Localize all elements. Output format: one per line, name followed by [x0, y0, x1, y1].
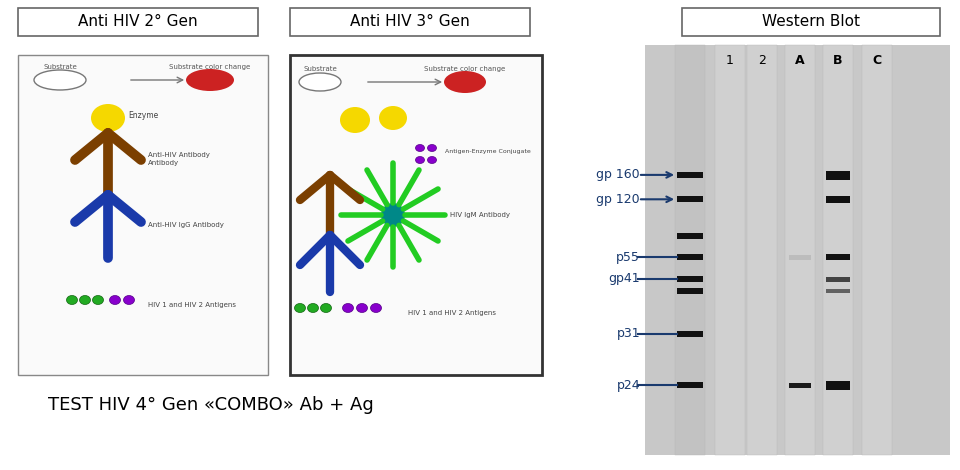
Text: HIV 1 and HIV 2 Antigens: HIV 1 and HIV 2 Antigens: [148, 302, 236, 308]
Bar: [789, 384, 811, 388]
Bar: [826, 254, 850, 260]
Text: Substrate: Substrate: [43, 64, 77, 70]
Ellipse shape: [307, 304, 319, 313]
Text: Enzyme: Enzyme: [128, 110, 158, 119]
Ellipse shape: [34, 70, 86, 90]
Bar: [18, 8, 258, 36]
Bar: [715, 45, 745, 455]
Text: Antibody: Antibody: [148, 160, 180, 166]
Text: A: A: [795, 54, 804, 66]
Ellipse shape: [299, 73, 341, 91]
Ellipse shape: [66, 296, 78, 305]
Ellipse shape: [427, 144, 437, 151]
Bar: [677, 383, 703, 388]
Text: Antigen-Enzyme Conjugate: Antigen-Enzyme Conjugate: [445, 149, 531, 155]
Ellipse shape: [371, 304, 381, 313]
Text: 1: 1: [726, 54, 734, 66]
Bar: [677, 330, 703, 337]
Ellipse shape: [416, 157, 424, 164]
Text: TEST HIV 4° Gen «COMBO» Ab + Ag: TEST HIV 4° Gen «COMBO» Ab + Ag: [48, 396, 373, 414]
Bar: [18, 55, 268, 375]
Ellipse shape: [444, 71, 486, 93]
Text: Substrate color change: Substrate color change: [424, 66, 506, 72]
Ellipse shape: [91, 104, 125, 132]
Text: C: C: [873, 54, 881, 66]
Ellipse shape: [124, 296, 134, 305]
Bar: [645, 45, 950, 455]
Bar: [677, 288, 703, 294]
Ellipse shape: [356, 304, 368, 313]
Text: gp 160: gp 160: [596, 168, 640, 181]
Ellipse shape: [321, 304, 331, 313]
Bar: [677, 172, 703, 178]
Bar: [826, 196, 850, 204]
Ellipse shape: [381, 203, 405, 227]
Text: gp 120: gp 120: [596, 193, 640, 206]
Text: Substrate color change: Substrate color change: [169, 64, 251, 70]
Ellipse shape: [92, 296, 104, 305]
Text: HIV 1 and HIV 2 Antigens: HIV 1 and HIV 2 Antigens: [408, 310, 496, 316]
Bar: [675, 45, 705, 455]
Text: p24: p24: [616, 379, 640, 392]
Bar: [677, 233, 703, 239]
Text: Anti-HIV Antibody: Anti-HIV Antibody: [148, 152, 210, 158]
Text: p31: p31: [616, 327, 640, 340]
Bar: [290, 8, 530, 36]
Ellipse shape: [427, 157, 437, 164]
Bar: [290, 55, 542, 375]
Bar: [785, 45, 815, 455]
Ellipse shape: [416, 144, 424, 151]
Text: Anti HIV 3° Gen: Anti HIV 3° Gen: [350, 15, 469, 30]
Text: Substrate: Substrate: [303, 66, 337, 72]
Text: 2: 2: [758, 54, 766, 66]
Bar: [789, 255, 811, 260]
Bar: [826, 289, 850, 293]
Bar: [677, 196, 703, 202]
Ellipse shape: [295, 304, 305, 313]
Ellipse shape: [109, 296, 121, 305]
Text: Anti-HIV IgG Antibody: Anti-HIV IgG Antibody: [148, 222, 224, 228]
Ellipse shape: [80, 296, 90, 305]
Text: Western Blot: Western Blot: [762, 15, 860, 30]
Bar: [747, 45, 777, 455]
Text: p55: p55: [616, 251, 640, 264]
Ellipse shape: [343, 304, 353, 313]
Bar: [862, 45, 892, 455]
Bar: [826, 381, 850, 391]
Ellipse shape: [340, 107, 370, 133]
Bar: [826, 277, 850, 282]
Text: B: B: [833, 54, 843, 66]
Ellipse shape: [379, 106, 407, 130]
Bar: [823, 45, 853, 455]
Text: HIV IgM Antibody: HIV IgM Antibody: [450, 212, 510, 218]
Bar: [826, 171, 850, 180]
Text: gp41: gp41: [609, 272, 640, 285]
Bar: [677, 275, 703, 282]
Ellipse shape: [186, 69, 234, 91]
Text: Anti HIV 2° Gen: Anti HIV 2° Gen: [78, 15, 198, 30]
Bar: [677, 254, 703, 260]
Bar: [682, 8, 940, 36]
